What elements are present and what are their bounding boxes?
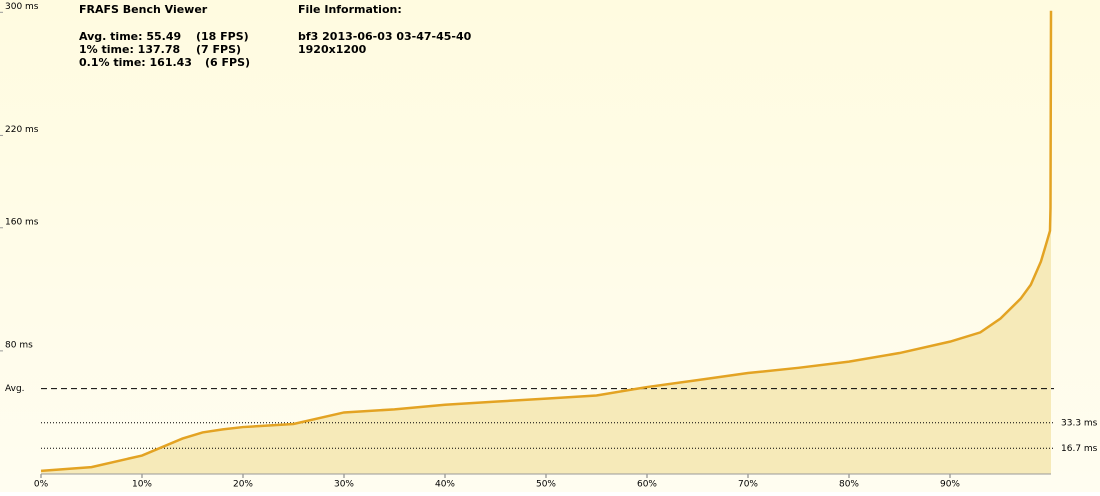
y-tick-label: 220 ms: [5, 125, 39, 135]
y-tick-label: 160 ms: [5, 217, 39, 227]
x-tick-label: 70%: [738, 480, 758, 490]
x-tick-label: 10%: [132, 480, 152, 490]
x-tick-label: 0%: [34, 480, 49, 490]
stat-label: 1% time: 137.78: [79, 43, 180, 56]
file-line: 1920x1200: [298, 43, 367, 56]
reference-label: Avg.: [5, 384, 25, 394]
x-tick-label: 60%: [637, 480, 657, 490]
x-tick-label: 80%: [839, 480, 859, 490]
y-tick-label: 300 ms: [5, 2, 39, 12]
y-tick-label: 80 ms: [5, 340, 33, 350]
stat-fps: (18 FPS): [196, 30, 249, 43]
x-tick-label: 90%: [940, 480, 960, 490]
x-tick-label: 40%: [435, 480, 455, 490]
reference-label: 33.3 ms: [1061, 418, 1098, 428]
x-tick-label: 20%: [233, 480, 253, 490]
line: [40, 10, 1053, 473]
file-title: File Information:: [298, 3, 402, 16]
stat-label: 0.1% time: 161.43: [79, 56, 192, 69]
x-tick-label: 50%: [536, 480, 556, 490]
app-title: FRAFS Bench Viewer: [79, 3, 208, 16]
stat-label: Avg. time: 55.49: [79, 30, 181, 43]
x-tick-label: 30%: [334, 480, 354, 490]
stat-fps: (6 FPS): [205, 56, 250, 69]
area-fill: [41, 10, 1051, 474]
file-line: bf3 2013-06-03 03-47-45-40: [298, 30, 472, 43]
stat-fps: (7 FPS): [196, 43, 241, 56]
reference-label: 16.7 ms: [1061, 444, 1098, 454]
